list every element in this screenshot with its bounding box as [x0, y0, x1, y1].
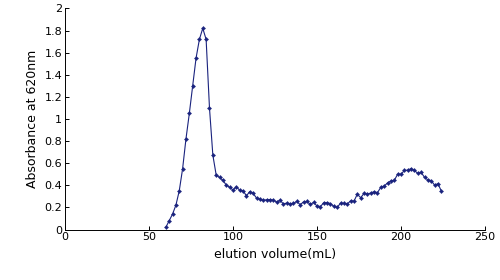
Y-axis label: Absorbance at 620nm: Absorbance at 620nm: [26, 50, 39, 188]
X-axis label: elution volume(mL): elution volume(mL): [214, 248, 336, 261]
